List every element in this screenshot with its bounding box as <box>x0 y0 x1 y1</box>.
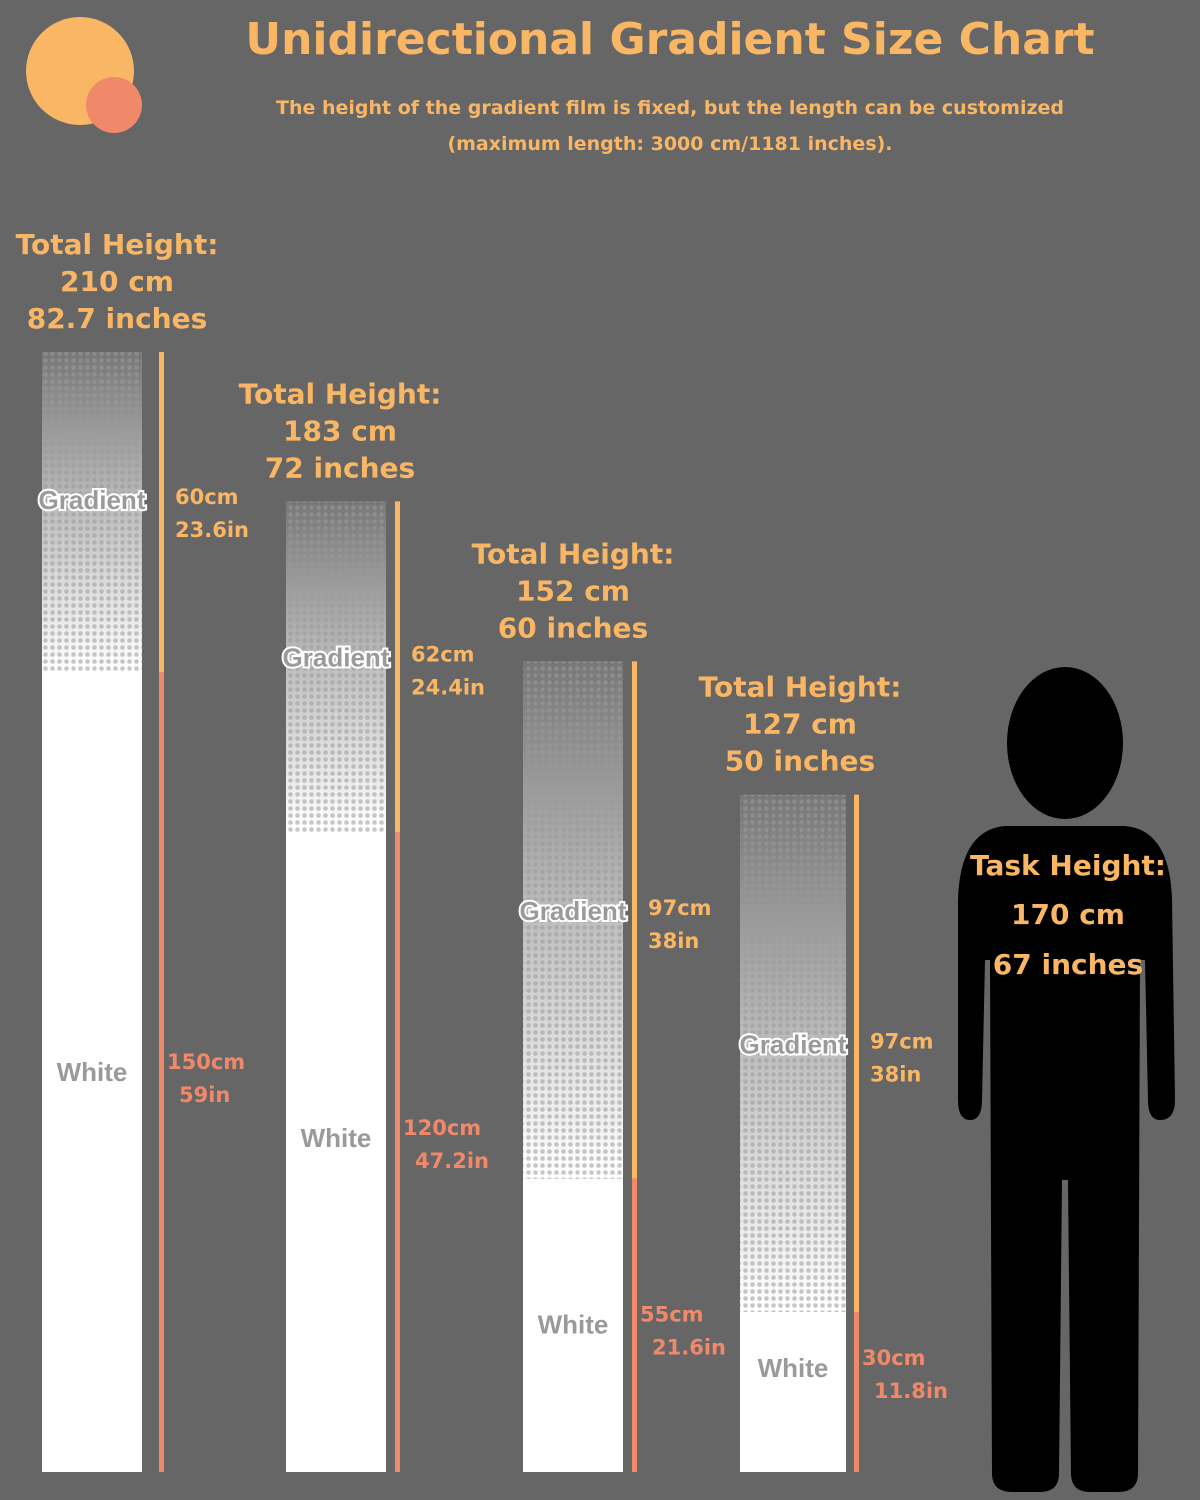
white-value-in: 59in <box>179 1083 230 1107</box>
task-height-inches: 67 inches <box>993 948 1143 981</box>
gradient-zone-label: Gradient <box>39 485 146 515</box>
logo-circle-small-icon <box>86 77 142 133</box>
gradient-segment-dots <box>740 794 846 1312</box>
white-zone-label: White <box>301 1123 372 1153</box>
white-value-cm: 55cm <box>640 1302 704 1326</box>
white-value-cm: 30cm <box>862 1346 926 1370</box>
white-zone-label: White <box>538 1309 609 1339</box>
gradient-zone-label: Gradient <box>520 896 627 926</box>
white-zone-label: White <box>57 1057 128 1087</box>
total-height-title: Total Height: <box>472 537 675 570</box>
total-height-inches: 60 inches <box>498 611 648 644</box>
gradient-value-in: 38in <box>648 929 699 953</box>
subtitle-line-2: (maximum length: 3000 cm/1181 inches). <box>447 133 893 155</box>
white-value-in: 47.2in <box>415 1149 489 1173</box>
total-height-cm: 152 cm <box>516 574 630 607</box>
total-height-title: Total Height: <box>699 671 902 704</box>
total-height-inches: 50 inches <box>725 745 875 778</box>
total-height-title: Total Height: <box>16 228 219 261</box>
person-reference: Task Height: 170 cm 67 inches <box>958 667 1175 1492</box>
white-segment <box>523 1178 623 1472</box>
gradient-segment-dots <box>286 501 386 832</box>
white-value-cm: 120cm <box>403 1116 481 1140</box>
gradient-zone-label: Gradient <box>740 1029 847 1059</box>
subtitle-line-1: The height of the gradient film is fixed… <box>276 97 1064 119</box>
gradient-dimension-line <box>159 352 164 672</box>
white-segment <box>740 1312 846 1472</box>
person-head <box>1007 667 1123 819</box>
gradient-dimension-line <box>854 794 859 1312</box>
task-height-label: Task Height: <box>970 849 1166 882</box>
white-dimension-line <box>854 1312 859 1472</box>
gradient-value-in: 23.6in <box>175 518 249 542</box>
white-dimension-line <box>632 1178 637 1472</box>
white-value-cm: 150cm <box>167 1050 245 1074</box>
white-dimension-line <box>159 672 164 1472</box>
white-segment <box>42 672 142 1472</box>
white-dimension-line <box>395 832 400 1472</box>
white-zone-label: White <box>758 1353 829 1383</box>
page-subtitle: The height of the gradient film is fixed… <box>150 90 1190 162</box>
gradient-zone-label: Gradient <box>283 643 390 673</box>
gradient-value-in: 38in <box>870 1062 921 1086</box>
gradient-dimension-line <box>632 661 637 1179</box>
total-height-inches: 72 inches <box>265 451 415 484</box>
gradient-value-cm: 60cm <box>175 485 239 509</box>
task-height-cm: 170 cm <box>1011 898 1125 931</box>
page-title: Unidirectional Gradient Size Chart <box>245 14 1095 65</box>
gradient-value-cm: 97cm <box>870 1029 934 1053</box>
gradient-value-cm: 62cm <box>411 643 475 667</box>
gradient-value-in: 24.4in <box>411 676 485 700</box>
total-height-cm: 183 cm <box>283 414 397 447</box>
person-body-silhouette <box>958 826 1175 1492</box>
total-height-title: Total Height: <box>239 377 442 410</box>
total-height-cm: 127 cm <box>743 708 857 741</box>
white-value-in: 11.8in <box>874 1379 948 1403</box>
gradient-value-cm: 97cm <box>648 896 712 920</box>
white-segment <box>286 832 386 1472</box>
white-value-in: 21.6in <box>652 1335 726 1359</box>
total-height-inches: 82.7 inches <box>27 302 208 335</box>
gradient-segment-dots <box>42 352 142 672</box>
total-height-cm: 210 cm <box>60 265 174 298</box>
gradient-segment-dots <box>523 661 623 1179</box>
gradient-dimension-line <box>395 501 400 832</box>
